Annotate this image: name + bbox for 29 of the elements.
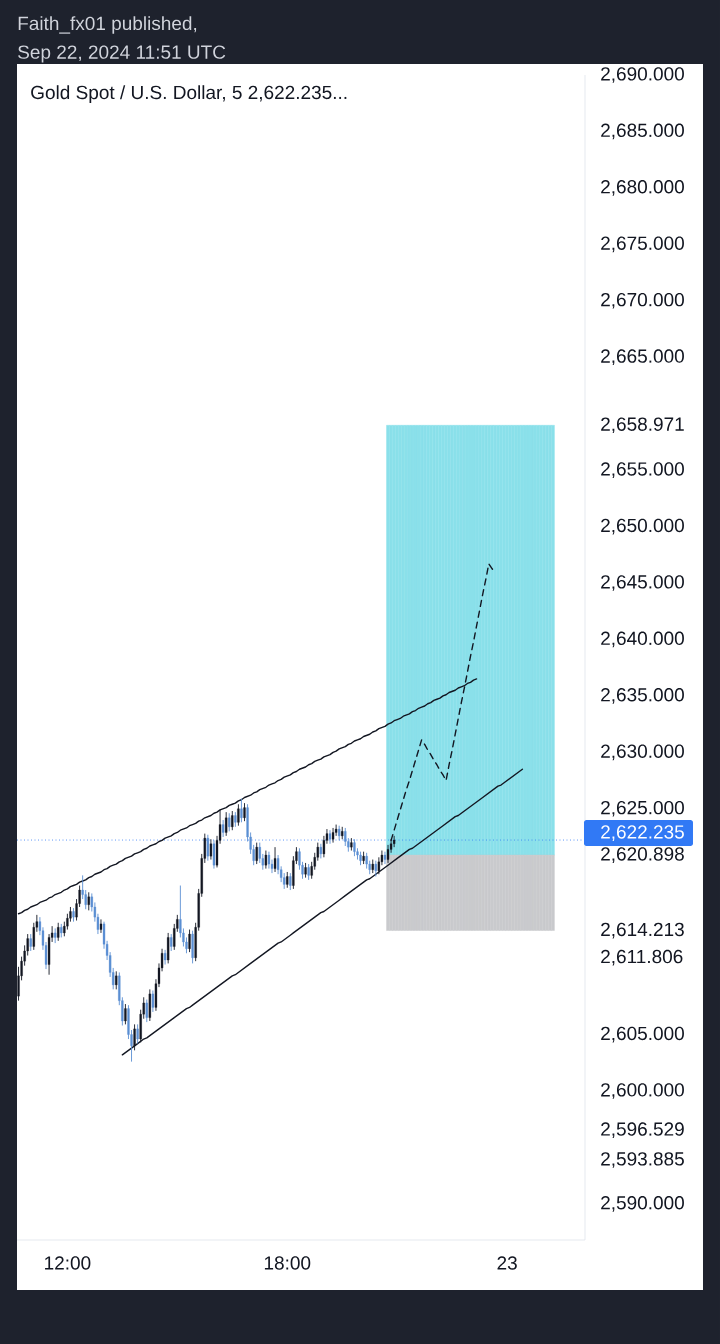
y-tick-label: 2,690.000	[601, 67, 684, 83]
text: Sep 22, 2024 11:51 UTC	[18, 45, 226, 63]
y-tick-label: 2,655.000	[601, 462, 684, 478]
y-tick-label: 2,645.000	[601, 575, 684, 591]
x-tick-label: 23	[497, 1256, 517, 1270]
y-tick-label: 2,605.000	[601, 1026, 684, 1043]
y-tick-label: 2,685.000	[601, 123, 684, 140]
y-tick-label: 2,680.000	[601, 180, 684, 196]
x-tick-label: 12:00	[45, 1256, 91, 1270]
y-tick-label: 2,640.000	[601, 631, 684, 648]
y-tick-label: 2,630.000	[601, 744, 684, 761]
y-tick-label: 2,590.000	[601, 1196, 684, 1212]
y-tick-label: 2,670.000	[601, 292, 684, 309]
y-tick-label: 2,625.000	[601, 800, 684, 817]
y-tick-label: 2,620.898	[601, 847, 684, 863]
y-tick-label: 2,635.000	[601, 688, 684, 704]
y-tick-label: 2,650.000	[601, 518, 684, 535]
y-tick-label: 2,611.806	[601, 949, 683, 966]
y-tick-label: 2,600.000	[601, 1083, 684, 1099]
text: Gold Spot / U.S. Dollar, 5 2,622.235...	[31, 85, 347, 103]
y-tick-label: 2,596.529	[601, 1122, 684, 1139]
y-tick-label: 2,658.971	[601, 417, 684, 434]
y-tick-label: 2,614.213	[601, 922, 684, 939]
y-tick-label: 2,675.000	[601, 236, 684, 253]
y-tick-label: 2,665.000	[601, 349, 684, 366]
text: Faith_fx01 published,	[18, 16, 197, 34]
y-tick-label: 2,593.885	[601, 1152, 684, 1168]
ref-line-label: 2,622.235	[601, 825, 684, 841]
x-tick-label: 18:00	[264, 1256, 311, 1270]
